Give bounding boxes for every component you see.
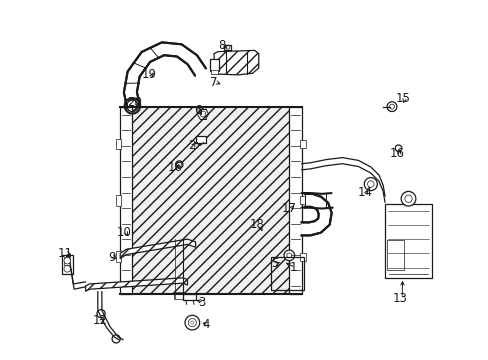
Bar <box>116 195 121 206</box>
Bar <box>270 257 303 290</box>
Text: 2: 2 <box>187 139 195 152</box>
Bar <box>224 45 231 50</box>
Circle shape <box>177 162 182 167</box>
Circle shape <box>112 335 120 343</box>
Circle shape <box>404 195 411 202</box>
Text: 5: 5 <box>271 257 278 270</box>
Text: 4: 4 <box>202 318 209 331</box>
Bar <box>195 136 205 143</box>
Bar <box>116 139 121 149</box>
Bar <box>120 107 132 294</box>
Text: 20: 20 <box>127 96 142 109</box>
Bar <box>300 140 305 148</box>
Bar <box>183 294 196 300</box>
Circle shape <box>389 104 394 109</box>
Polygon shape <box>85 278 187 291</box>
Bar <box>116 251 121 262</box>
Polygon shape <box>123 42 205 108</box>
Text: 8: 8 <box>218 39 225 52</box>
Bar <box>289 107 301 294</box>
Circle shape <box>367 181 373 187</box>
Bar <box>132 107 289 294</box>
Circle shape <box>184 315 199 330</box>
Text: 10: 10 <box>117 226 131 239</box>
Text: 16: 16 <box>167 161 183 174</box>
Circle shape <box>400 192 415 206</box>
Bar <box>132 107 289 294</box>
Bar <box>211 70 217 74</box>
Bar <box>300 196 305 204</box>
Text: 14: 14 <box>357 186 371 199</box>
Circle shape <box>188 319 196 327</box>
Bar <box>385 204 431 278</box>
Polygon shape <box>120 239 195 258</box>
Text: 11: 11 <box>58 247 73 260</box>
Text: 16: 16 <box>389 147 404 160</box>
Polygon shape <box>213 50 258 75</box>
Bar <box>174 292 184 299</box>
Circle shape <box>64 257 70 264</box>
Circle shape <box>64 266 70 272</box>
Bar <box>209 59 218 71</box>
Circle shape <box>386 102 396 112</box>
Bar <box>300 252 305 261</box>
Polygon shape <box>301 194 331 235</box>
Text: 18: 18 <box>249 218 264 231</box>
Circle shape <box>284 250 294 261</box>
Text: 12: 12 <box>92 314 107 327</box>
Text: 15: 15 <box>394 92 409 105</box>
Text: 3: 3 <box>198 296 205 309</box>
Circle shape <box>200 111 205 117</box>
Bar <box>386 240 403 270</box>
Circle shape <box>364 177 377 190</box>
Text: 13: 13 <box>392 292 407 305</box>
Text: 7: 7 <box>210 76 217 89</box>
Text: 1: 1 <box>289 261 297 274</box>
Text: 19: 19 <box>141 68 156 81</box>
Text: 17: 17 <box>281 202 296 215</box>
Text: 9: 9 <box>108 251 116 264</box>
Bar <box>64 257 70 265</box>
Bar <box>62 255 73 274</box>
Circle shape <box>286 253 291 258</box>
Text: 6: 6 <box>193 104 201 117</box>
Circle shape <box>97 310 105 318</box>
